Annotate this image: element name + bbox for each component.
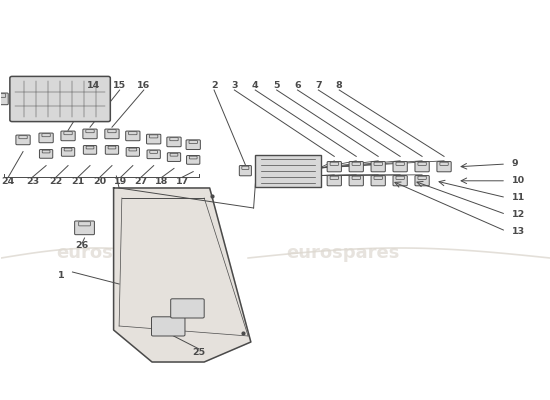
FancyBboxPatch shape [437,162,451,172]
Text: 19: 19 [114,178,128,186]
Text: 20: 20 [94,178,107,186]
Text: 5: 5 [273,82,280,90]
Text: 7: 7 [315,82,322,90]
FancyBboxPatch shape [150,135,158,138]
FancyBboxPatch shape [330,176,338,179]
FancyBboxPatch shape [440,162,448,166]
Text: 22: 22 [50,178,63,186]
FancyBboxPatch shape [170,138,178,141]
FancyBboxPatch shape [84,146,97,154]
FancyBboxPatch shape [147,150,161,159]
Text: 24: 24 [2,178,15,186]
FancyBboxPatch shape [151,317,185,336]
FancyBboxPatch shape [64,132,72,135]
FancyBboxPatch shape [327,162,342,172]
FancyBboxPatch shape [396,176,404,179]
Text: 8: 8 [336,82,343,90]
FancyBboxPatch shape [189,156,197,159]
FancyBboxPatch shape [170,153,178,156]
FancyBboxPatch shape [418,162,426,166]
FancyBboxPatch shape [327,176,342,186]
FancyBboxPatch shape [186,156,200,164]
Text: 10: 10 [512,176,525,185]
FancyBboxPatch shape [146,134,161,144]
FancyBboxPatch shape [42,150,50,153]
FancyBboxPatch shape [79,222,90,226]
FancyBboxPatch shape [349,176,364,186]
FancyBboxPatch shape [415,176,429,186]
FancyBboxPatch shape [0,94,6,97]
Text: 16: 16 [137,82,151,90]
FancyBboxPatch shape [105,146,119,154]
Text: 13: 13 [512,227,525,236]
FancyBboxPatch shape [189,140,197,144]
FancyBboxPatch shape [126,131,140,141]
Text: 25: 25 [192,348,205,357]
FancyBboxPatch shape [393,162,408,172]
FancyBboxPatch shape [393,176,408,186]
Text: 14: 14 [87,82,100,90]
FancyBboxPatch shape [62,148,75,156]
FancyBboxPatch shape [150,150,157,153]
FancyBboxPatch shape [415,162,429,172]
FancyBboxPatch shape [126,148,140,156]
FancyBboxPatch shape [39,133,53,143]
FancyBboxPatch shape [86,146,94,149]
Text: eurospares: eurospares [56,244,169,262]
Text: 1: 1 [58,272,65,280]
FancyBboxPatch shape [371,162,386,172]
Text: 9: 9 [512,160,518,168]
FancyBboxPatch shape [167,137,181,147]
Text: 26: 26 [76,242,89,250]
FancyBboxPatch shape [129,148,137,151]
FancyBboxPatch shape [330,162,338,166]
FancyBboxPatch shape [255,155,321,187]
FancyBboxPatch shape [0,93,8,105]
Text: 6: 6 [294,82,301,90]
Text: 12: 12 [512,210,525,219]
Text: 23: 23 [26,178,39,186]
Text: 11: 11 [512,193,525,202]
FancyBboxPatch shape [10,76,111,122]
FancyBboxPatch shape [105,129,119,139]
FancyBboxPatch shape [418,176,426,179]
FancyBboxPatch shape [108,130,116,133]
FancyBboxPatch shape [83,129,97,139]
FancyBboxPatch shape [186,140,200,150]
FancyBboxPatch shape [352,162,360,166]
FancyBboxPatch shape [108,146,116,149]
FancyBboxPatch shape [374,162,382,166]
Text: 17: 17 [175,178,189,186]
FancyBboxPatch shape [349,162,364,172]
Polygon shape [114,188,251,362]
Text: 18: 18 [155,178,169,186]
FancyBboxPatch shape [42,134,50,137]
FancyBboxPatch shape [40,150,53,158]
FancyBboxPatch shape [64,148,72,151]
Text: 21: 21 [72,178,85,186]
Text: eurospares: eurospares [287,244,400,262]
FancyBboxPatch shape [167,153,180,162]
Text: 3: 3 [231,82,238,90]
Text: 4: 4 [252,82,258,90]
FancyBboxPatch shape [75,221,95,235]
FancyBboxPatch shape [61,131,75,141]
FancyBboxPatch shape [170,299,204,318]
FancyBboxPatch shape [16,135,30,145]
FancyBboxPatch shape [371,176,386,186]
FancyBboxPatch shape [396,162,404,166]
Text: 2: 2 [211,82,217,90]
FancyBboxPatch shape [86,130,94,133]
Text: 15: 15 [113,82,126,90]
FancyBboxPatch shape [374,176,382,179]
FancyBboxPatch shape [242,166,249,170]
FancyBboxPatch shape [19,136,27,139]
FancyBboxPatch shape [352,176,360,179]
FancyBboxPatch shape [129,132,137,135]
FancyBboxPatch shape [239,166,251,176]
Text: 27: 27 [134,178,148,186]
